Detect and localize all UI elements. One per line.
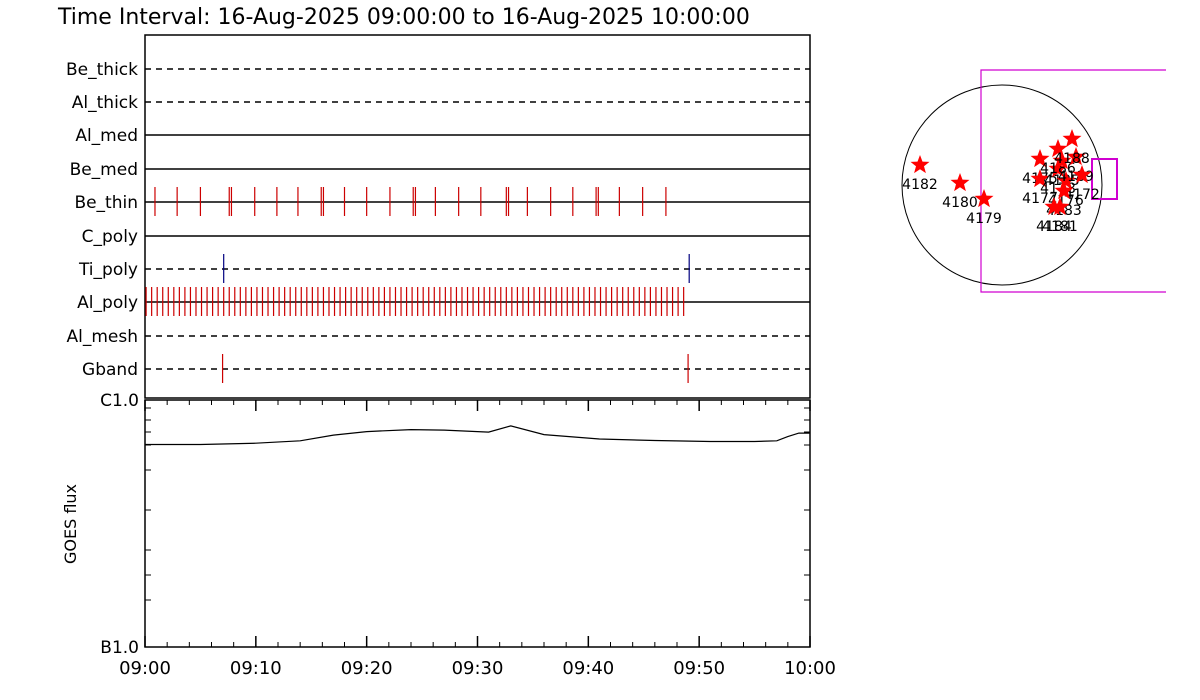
region-label: 4181	[1042, 219, 1078, 235]
region-star	[1052, 151, 1072, 170]
region-label: 4188	[1054, 151, 1090, 167]
region-label: 4177	[1022, 191, 1058, 207]
row-label-be_med: Be_med	[70, 160, 138, 180]
region-label: 4184	[1036, 219, 1072, 235]
region-star	[1048, 159, 1068, 178]
region-star	[974, 189, 994, 208]
detector-timeline-panel: Be_thick Al_thick Al_med Be_med Be_thin C_pol…	[66, 34, 811, 399]
region-star	[1030, 169, 1050, 188]
row-label-be_thick: Be_thick	[66, 60, 138, 80]
x-tick-label: 09:40	[562, 658, 614, 679]
x-tick-label: 09:00	[119, 658, 171, 679]
x-tick-label: 09:50	[673, 658, 725, 679]
x-tick-label: 10:00	[784, 658, 836, 679]
region-star	[1056, 171, 1076, 190]
row-label-gband: Gband	[82, 360, 138, 380]
region-star	[950, 173, 970, 192]
solar-limb	[901, 84, 1103, 286]
region-star	[1048, 139, 1068, 158]
row-label-al_thick: Al_thick	[72, 93, 138, 113]
region-star	[910, 155, 930, 174]
row-label-al_med: Al_med	[75, 126, 138, 146]
region-label: 4186	[1040, 161, 1076, 177]
row-label-be_thin: Be_thin	[74, 193, 138, 213]
row-label-al_poly: Al_poly	[77, 293, 138, 313]
region-star	[1030, 149, 1050, 168]
y-tick-label: B1.0	[100, 638, 139, 658]
x-tick-label: 09:20	[341, 658, 393, 679]
region-star	[1066, 147, 1086, 166]
region-star	[1062, 129, 1082, 148]
region-star	[1054, 181, 1074, 200]
row-label-ti_poly: Ti_poly	[78, 260, 138, 280]
goes-flux-panel: C1.0 B1.0 GOES flux 09:00 09:10 09:20 09:30 09:…	[61, 391, 836, 679]
fov-box	[980, 69, 1166, 293]
y-axis-label: GOES flux	[61, 484, 80, 564]
goes-frame	[144, 399, 811, 648]
x-tick-label: 09:10	[230, 658, 282, 679]
timeline-frame	[144, 34, 811, 399]
zoom-box	[1091, 158, 1118, 200]
region-label: 4180	[942, 195, 978, 211]
y-tick-label: C1.0	[100, 391, 139, 411]
region-label: 4182	[902, 177, 938, 193]
solar-disk-map: 4182418041794175417741784186418541764189…	[901, 69, 1166, 293]
x-tick-label: 09:30	[452, 658, 504, 679]
region-label: 4179	[966, 211, 1002, 227]
row-label-c_poly: C_poly	[82, 227, 138, 247]
region-star	[1044, 197, 1064, 216]
region-label: 4172	[1064, 187, 1100, 203]
goes-flux-line	[145, 425, 810, 446]
time-interval-title: Time Interval: 16-Aug-2025 09:00:00 to 1…	[57, 5, 750, 30]
region-star	[1072, 165, 1092, 184]
row-label-al_mesh: Al_mesh	[66, 327, 138, 347]
